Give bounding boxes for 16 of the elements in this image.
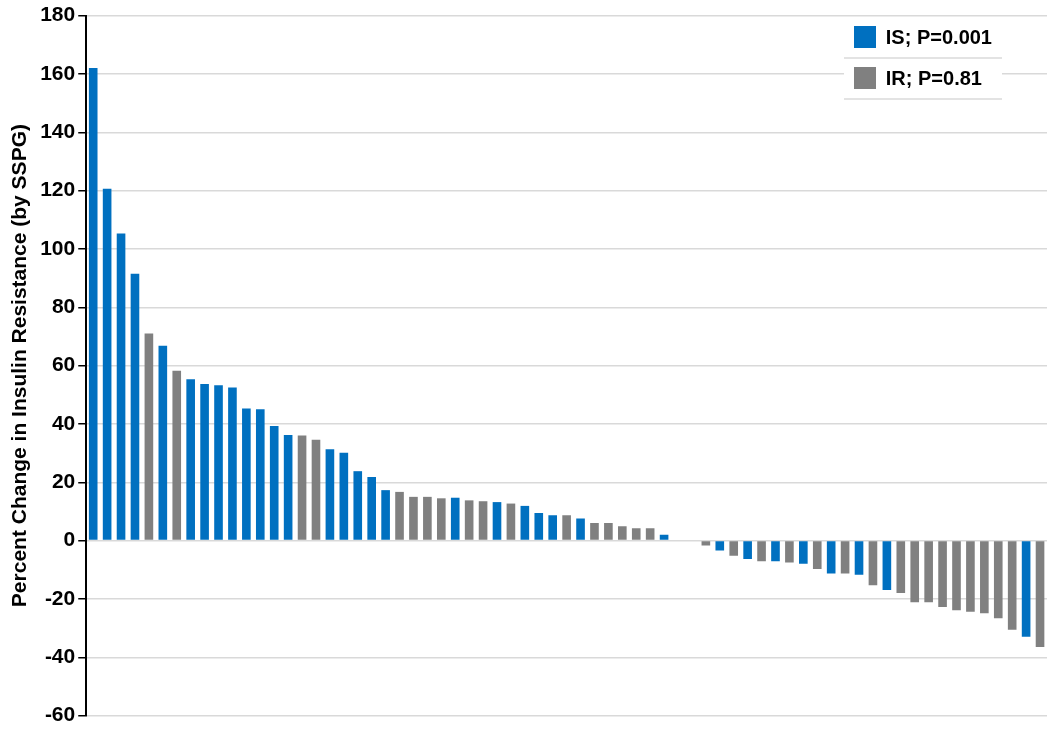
y-tick-label: -60 bbox=[44, 702, 76, 726]
y-tick-label: 160 bbox=[40, 60, 76, 84]
y-tick-label: 40 bbox=[51, 410, 76, 434]
legend-label: IS; P=0.001 bbox=[885, 25, 992, 49]
legend-label: IR; P=0.81 bbox=[885, 66, 982, 90]
y-tick-label: 140 bbox=[40, 119, 76, 143]
y-tick-label: 60 bbox=[51, 352, 76, 376]
y-tick-label: 20 bbox=[51, 469, 76, 493]
y-tick-label: 0 bbox=[63, 527, 76, 551]
y-tick-label: -40 bbox=[44, 644, 76, 668]
y-axis-title: Percent Change in Insulin Resistance (by SSPG) bbox=[7, 124, 31, 608]
y-tick-label: 180 bbox=[40, 2, 76, 26]
y-tick-label: 100 bbox=[40, 235, 76, 259]
y-tick-label: -20 bbox=[44, 585, 76, 609]
y-tick-label: 120 bbox=[40, 177, 76, 201]
y-tick-label: 80 bbox=[51, 294, 76, 318]
